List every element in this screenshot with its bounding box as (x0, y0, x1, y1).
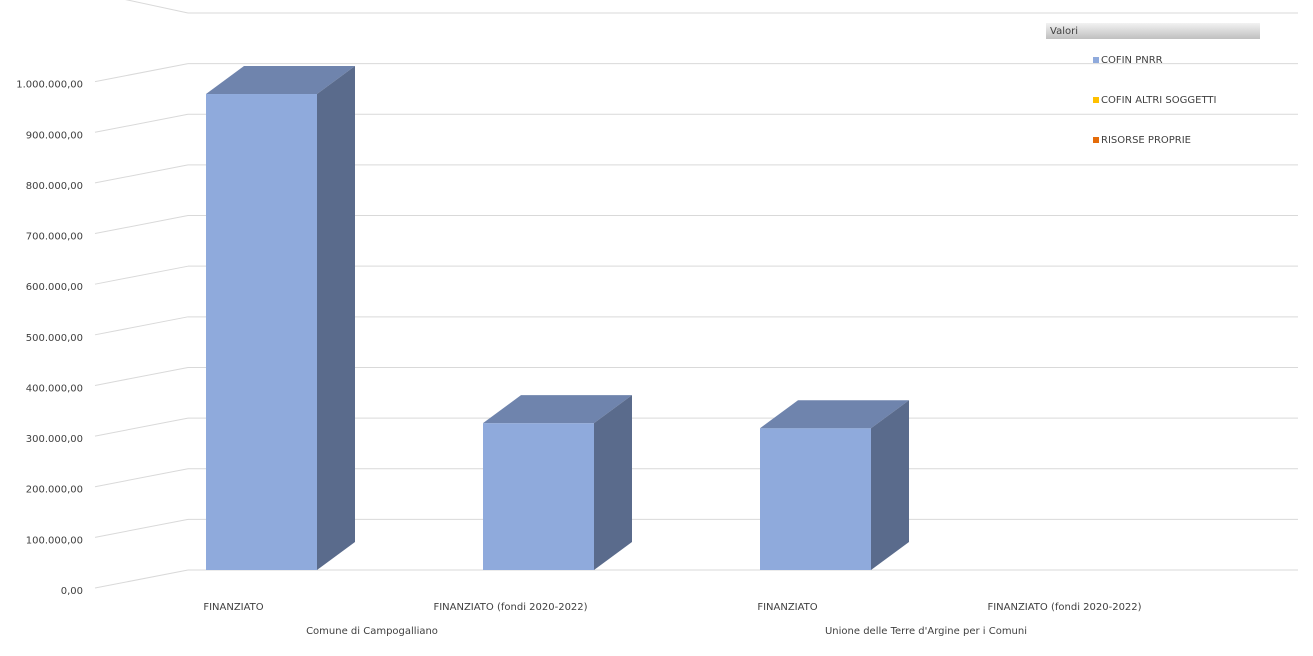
bar-side (871, 400, 909, 570)
bar-top (483, 395, 632, 424)
legend-label: COFIN PNRR (1101, 55, 1163, 66)
y-tick-label: 200.000,00 (26, 485, 83, 496)
plot-border (125, 0, 189, 14)
legend-label: COFIN ALTRI SOGGETTI (1101, 95, 1216, 106)
y-tick-label: 100.000,00 (26, 535, 83, 546)
legend-title: Valori (1050, 26, 1078, 37)
legend-label: RISORSE PROPRIE (1101, 135, 1191, 146)
y-tick-label: 600.000,00 (26, 282, 83, 293)
bar-top (206, 66, 355, 95)
grid-line (94, 518, 189, 538)
x-tick-label: FINANZIATO (203, 602, 263, 613)
group-label: Unione delle Terre d'Argine per i Comuni (825, 626, 1027, 637)
y-tick-label: 0,00 (61, 586, 83, 597)
grid-line (94, 113, 189, 133)
grid-line (94, 417, 189, 437)
bar-top (760, 400, 909, 429)
x-tick-label: FINANZIATO (fondi 2020-2022) (433, 602, 587, 613)
y-tick-label: 700.000,00 (26, 232, 83, 243)
x-tick-label: FINANZIATO (757, 602, 817, 613)
y-tick-label: 500.000,00 (26, 333, 83, 344)
grid-line (94, 366, 189, 386)
y-tick-label: 400.000,00 (26, 383, 83, 394)
bar-side (317, 66, 355, 570)
grid-line (94, 164, 189, 184)
legend-header (1046, 23, 1260, 39)
legend-swatch (1093, 137, 1099, 143)
x-tick-label: FINANZIATO (fondi 2020-2022) (987, 602, 1141, 613)
y-tick-label: 900.000,00 (26, 130, 83, 141)
y-tick-label: 800.000,00 (26, 181, 83, 192)
grid-line (94, 215, 189, 235)
legend-swatch (1093, 97, 1099, 103)
bar (483, 423, 594, 570)
bar (760, 428, 871, 570)
bar (206, 94, 317, 570)
grid-line (94, 316, 189, 336)
grid-line (94, 63, 189, 83)
y-tick-label: 1.000.000,00 (16, 80, 83, 91)
grid-line (94, 468, 189, 488)
grid-line (94, 265, 189, 285)
y-tick-label: 300.000,00 (26, 434, 83, 445)
legend-swatch (1093, 57, 1099, 63)
grid-line (94, 569, 189, 589)
group-label: Comune di Campogalliano (306, 626, 438, 637)
bar-side (594, 395, 632, 570)
